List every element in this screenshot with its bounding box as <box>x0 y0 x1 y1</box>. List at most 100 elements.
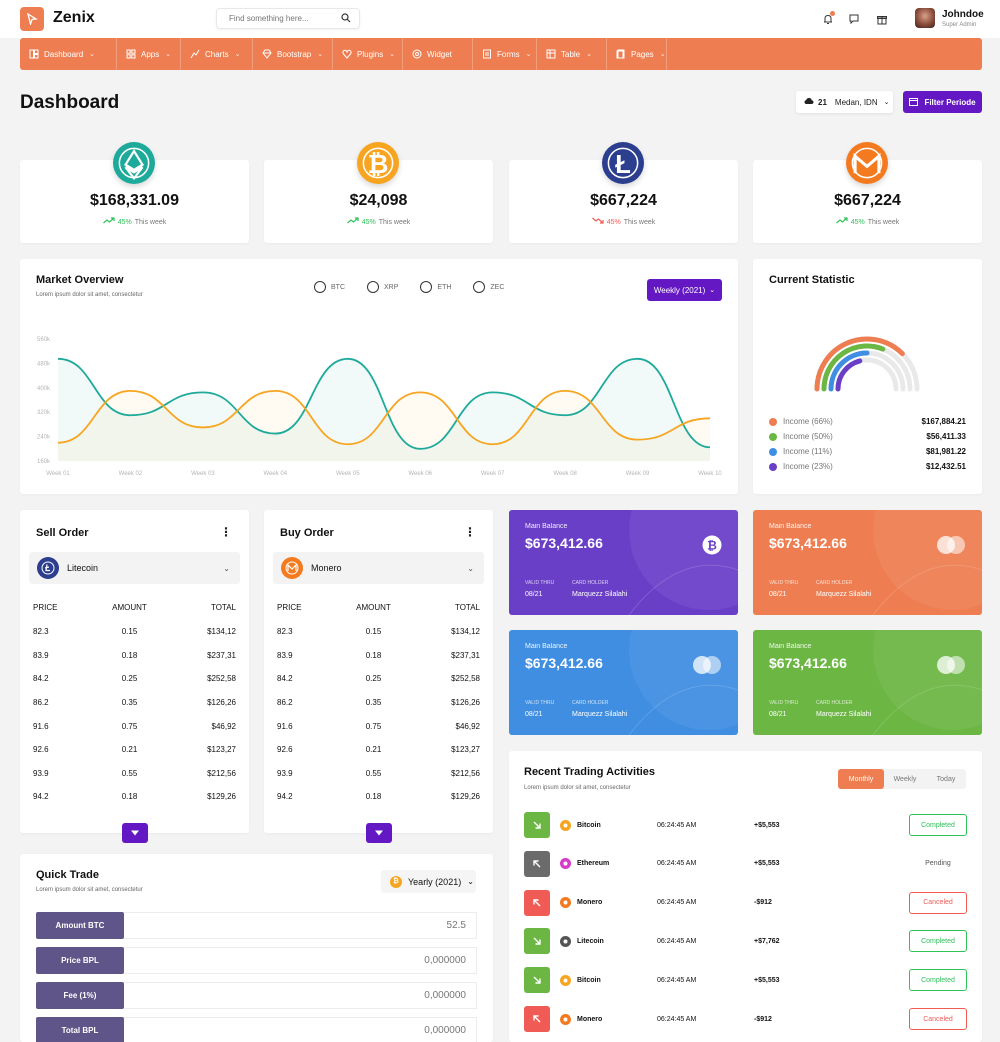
table-row[interactable]: 94.2 0.18 $129,26 <box>277 785 480 809</box>
chevron-down-icon: ⌄ <box>234 51 241 58</box>
tab-weekly[interactable]: Weekly <box>893 775 917 783</box>
nav-item-widget[interactable]: Widget <box>403 38 473 70</box>
balance-card[interactable]: Main Balance $673,412.66 VALID THRU 08/21 CA… <box>753 630 982 735</box>
weather-widget[interactable]: 21 Medan, IDN ⌄ <box>796 91 893 113</box>
table-row[interactable]: 92.6 0.21 $123,27 <box>33 738 236 762</box>
table-row[interactable]: 93.9 0.55 $212,56 <box>277 762 480 786</box>
balance-card[interactable]: Main Balance $673,412.66 VALID THRU 08/21 CA… <box>509 630 738 735</box>
nav-item-table[interactable]: Table ⌄ <box>537 38 607 70</box>
card-brand-icon <box>692 655 722 678</box>
more-icon[interactable]: ⋮ <box>220 525 232 539</box>
more-icon[interactable]: ⋮ <box>464 525 476 539</box>
legend-xrp[interactable]: XRP <box>367 281 398 293</box>
table-row[interactable]: 82.3 0.15 $134,12 <box>277 620 480 644</box>
table-cell: 93.9 <box>277 768 293 778</box>
card-brand-icon <box>936 655 966 678</box>
search-icon[interactable] <box>341 13 351 26</box>
buy-coin-select[interactable]: Monero ⌄ <box>273 552 484 584</box>
field-label: Total BPL <box>36 1017 124 1042</box>
table-row[interactable]: 92.6 0.21 $123,27 <box>277 738 480 762</box>
balance-card[interactable]: Main Balance $673,412.66 VALID THRU 08/21 CA… <box>753 510 982 615</box>
series-area-1 <box>58 390 710 461</box>
market-overview-card: Market Overview Lorem ipsum dolor sit am… <box>20 259 738 494</box>
nav-item-pages[interactable]: Pages ⌄ <box>607 38 667 70</box>
trading-coin: Bitcoin <box>577 976 601 984</box>
bell-icon[interactable] <box>820 11 836 27</box>
weekly-period-button[interactable]: Weekly (2021) ⌄ <box>647 279 722 301</box>
column-header: TOTAL <box>210 602 236 612</box>
trading-row[interactable]: Bitcoin 06:24:45 AM +$5,553 Completed <box>524 812 967 838</box>
coin-value: $24,098 <box>349 192 408 209</box>
chat-icon[interactable] <box>846 11 862 27</box>
legend-eth[interactable]: ETH <box>420 281 451 293</box>
trading-row[interactable]: Bitcoin 06:24:45 AM +$5,553 Completed <box>524 967 967 994</box>
tab-monthly[interactable]: Monthly <box>838 769 884 789</box>
valid-thru-label: VALID THRU <box>525 580 555 586</box>
table-row[interactable]: 84.2 0.25 $252,58 <box>33 667 236 691</box>
ethereum-icon <box>113 142 155 184</box>
buy-more-button[interactable] <box>366 823 392 843</box>
y-tick-label: 480k <box>37 361 51 367</box>
table-row[interactable]: 94.2 0.18 $129,26 <box>33 785 236 809</box>
balance-value: $673,412.66 <box>525 655 603 671</box>
coin-pct: 45% <box>361 219 376 226</box>
svg-text:₿: ₿ <box>368 151 389 179</box>
tab-today[interactable]: Today <box>936 775 956 783</box>
nav-item-plugins[interactable]: Plugins ⌄ <box>333 38 403 70</box>
table-row[interactable]: 91.6 0.75 $46,92 <box>33 714 236 738</box>
y-tick-label: 400k <box>37 386 51 392</box>
trading-row[interactable]: Monero 06:24:45 AM -$912 Canceled <box>524 1006 967 1032</box>
table-row[interactable]: 84.2 0.25 $252,58 <box>277 667 480 691</box>
field-label: Fee (1%) <box>36 982 124 1009</box>
table-row[interactable]: 83.9 0.18 $237,31 <box>277 644 480 668</box>
balance-card[interactable]: Main Balance $673,412.66 VALID THRU 08/21 CA… <box>509 510 738 615</box>
table-cell: $123,27 <box>207 745 236 755</box>
filter-period-button[interactable]: Filter Periode <box>903 91 982 113</box>
field-input[interactable] <box>124 982 477 1009</box>
avatar[interactable] <box>915 8 935 28</box>
nav-item-dashboard[interactable]: Dashboard ⌄ <box>20 38 117 70</box>
logo-icon[interactable] <box>20 7 44 31</box>
nav-item-bootstrap[interactable]: Bootstrap ⌄ <box>253 38 333 70</box>
table-row[interactable]: 82.3 0.15 $134,12 <box>33 620 236 644</box>
table-cell: 84.2 <box>33 674 49 684</box>
table-cell: 0.55 <box>121 768 138 778</box>
arc-value <box>835 358 863 392</box>
yearly-period-button[interactable]: ₿ Yearly (2021) ⌄ <box>381 870 476 893</box>
field-input[interactable] <box>124 912 477 939</box>
nav-item-charts[interactable]: Charts ⌄ <box>181 38 253 70</box>
status-badge: Canceled <box>909 891 967 914</box>
table-row[interactable]: 86.2 0.35 $126,26 <box>33 691 236 715</box>
caret-down-icon <box>131 830 139 836</box>
nav-item-apps[interactable]: Apps ⌄ <box>117 38 181 70</box>
nav-item-forms[interactable]: Forms ⌄ <box>473 38 537 70</box>
sell-coin-select[interactable]: Litecoin ⌄ <box>29 552 240 584</box>
legend-label: ZEC <box>490 283 505 291</box>
statistic-arc-chart <box>814 336 920 392</box>
table-row[interactable]: 83.9 0.18 $237,31 <box>33 644 236 668</box>
trend-down-icon <box>591 217 604 226</box>
table-row[interactable]: 86.2 0.35 $126,26 <box>277 691 480 715</box>
search-input[interactable] <box>217 9 335 28</box>
user-name[interactable]: Johndoe <box>942 9 984 20</box>
trading-row[interactable]: Monero 06:24:45 AM -$912 Canceled <box>524 889 967 916</box>
table-cell: $129,26 <box>207 792 236 802</box>
field-input[interactable] <box>124 1017 477 1042</box>
gift-icon[interactable] <box>874 11 890 27</box>
x-tick-label: Week 05 <box>336 471 360 477</box>
trading-amount: +$5,553 <box>754 860 780 868</box>
arrow-up-left-icon <box>524 1006 550 1032</box>
calendar-icon <box>909 97 919 108</box>
apps-icon <box>126 49 136 59</box>
trading-row[interactable]: Ethereum 06:24:45 AM +$5,553 Pending <box>524 850 967 877</box>
legend-zec[interactable]: ZEC <box>473 281 504 293</box>
statistic-row: Income (11%) $81,981.22 <box>769 444 966 459</box>
field-input[interactable] <box>124 947 477 974</box>
legend-btc[interactable]: BTC <box>314 281 345 293</box>
table-row[interactable]: 93.9 0.55 $212,56 <box>33 762 236 786</box>
monero-icon <box>846 142 888 184</box>
sell-more-button[interactable] <box>122 823 148 843</box>
table-row[interactable]: 91.6 0.75 $46,92 <box>277 714 480 738</box>
table-cell: $212,56 <box>451 768 480 778</box>
trading-row[interactable]: Litecoin 06:24:45 AM +$7,762 Completed <box>524 928 967 955</box>
